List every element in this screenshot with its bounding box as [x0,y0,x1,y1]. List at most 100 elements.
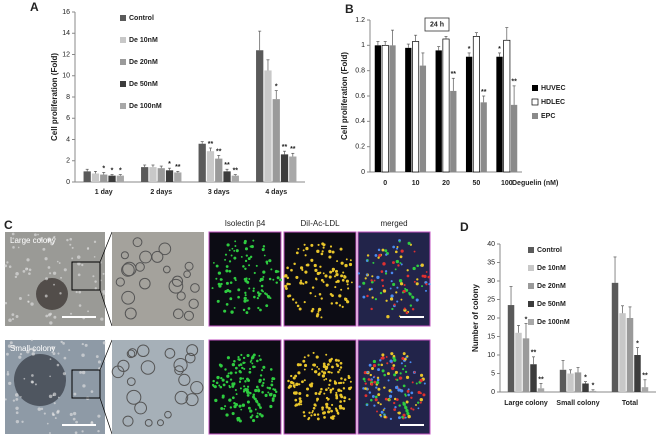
cell [294,374,298,378]
y-tick-label: 0.6 [355,93,365,100]
cell [127,348,138,358]
cell [270,383,274,387]
cell [381,278,384,282]
x-tick-label: 20 [442,180,450,187]
cell [377,401,380,404]
cell [246,299,249,302]
cell [248,278,251,280]
significance: * [111,167,114,174]
cell [408,292,412,296]
cell [322,362,326,366]
cell [330,371,333,374]
cell [63,268,67,272]
cell [328,255,332,259]
cell [229,281,233,284]
cell [327,398,329,401]
bar [496,56,503,172]
cell [331,365,334,369]
cell [274,269,279,274]
cell [27,294,30,297]
cell [12,237,15,240]
cell [319,265,322,268]
cell [419,397,423,402]
cell [396,247,399,250]
cell [335,272,339,277]
cell [261,369,264,372]
cell [394,250,398,254]
cell [325,378,328,381]
cell [376,410,378,413]
y-tick-label: 20 [487,315,495,322]
cell [226,374,230,378]
cell [419,401,422,404]
cell [392,354,396,358]
cell [233,306,236,309]
significance: * [468,46,471,53]
x-tick-label: 4 days [265,189,287,196]
legend-swatch [120,37,126,43]
cell [297,402,301,406]
cell [358,285,361,288]
cell [26,350,30,354]
cell [253,271,256,275]
cell [310,258,314,262]
cell [368,363,372,367]
cell [403,357,407,361]
cell [381,248,385,252]
cell [342,407,346,410]
significance: * [102,165,105,172]
cell [320,252,324,256]
y-tick-label: 35 [487,259,495,266]
cell [340,261,344,265]
connector [99,397,113,435]
cell [37,407,42,411]
cell [428,282,431,286]
significance: ** [216,148,222,155]
cell [274,390,278,394]
cell [376,376,380,380]
cell [290,268,293,272]
cell [343,274,346,277]
cell [244,291,247,294]
cell [237,355,240,359]
cell [249,409,253,413]
cell [121,263,135,277]
significance: ** [511,79,517,86]
cell [270,380,274,383]
cell [373,404,376,407]
legend-label: De 10nM [129,37,158,44]
cell [381,284,385,288]
cell [183,270,191,279]
cell [374,398,378,402]
cell [246,400,250,404]
cell [72,411,77,416]
cell [255,264,258,267]
cell [240,353,243,357]
cell [384,270,388,273]
cell [227,372,230,375]
cell [30,339,33,342]
cell [399,282,404,286]
cell [413,280,416,283]
cell [403,283,406,287]
cell [301,380,304,384]
cell [339,247,343,251]
legend-label: HUVEC [541,85,566,92]
cell [273,394,276,398]
cell [158,242,172,256]
cell [325,365,329,369]
column-label: merged [380,219,407,228]
bar [503,39,511,173]
cell [86,247,90,250]
cell [51,346,55,350]
cell [8,265,12,268]
significance: * [592,383,595,390]
cell [186,344,199,357]
cell [228,384,231,387]
cell [14,275,18,279]
cell [136,344,150,358]
panel-label: B [345,2,354,16]
zoom-box [71,261,101,291]
cell [402,352,406,356]
cell [377,363,380,366]
